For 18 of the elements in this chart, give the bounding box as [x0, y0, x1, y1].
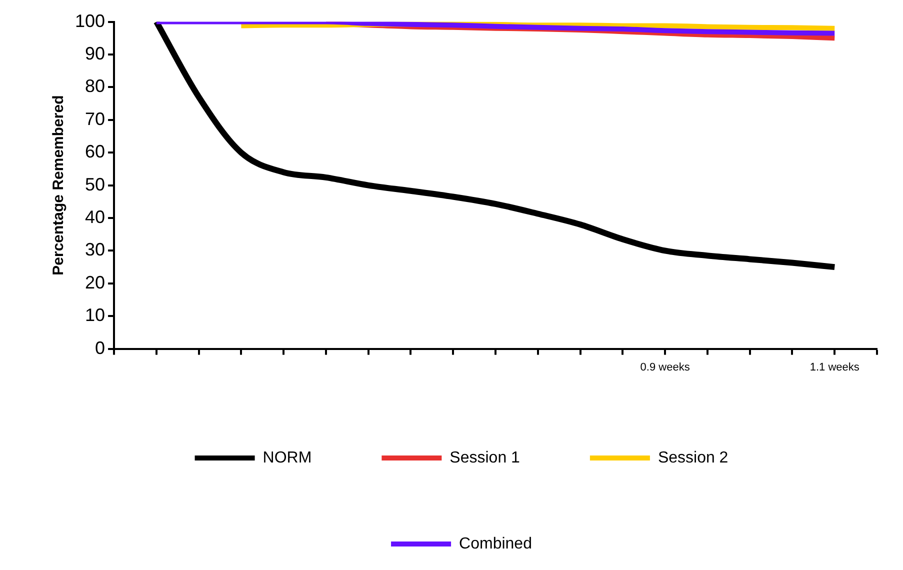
- legend-label: Session 1: [450, 449, 520, 466]
- legend-label: Session 2: [658, 449, 728, 466]
- y-tick-label: 100: [74, 10, 106, 31]
- y-tick-label: 60: [85, 142, 106, 162]
- y-tick-label: 10: [85, 305, 106, 326]
- y-tick-label: 80: [85, 76, 106, 96]
- y-tick-label: 90: [85, 43, 106, 64]
- x-tick-label: 0.9 weeks: [640, 361, 690, 374]
- y-tick-label: 70: [85, 108, 106, 129]
- y-tick-label: 50: [85, 174, 106, 194]
- y-axis-title: Percentage Remembered: [50, 95, 68, 276]
- y-tick-label: 30: [85, 240, 106, 260]
- y-tick-label: 0: [95, 338, 106, 358]
- x-tick-label: 1.1 weeks: [810, 361, 860, 374]
- y-tick-label: 20: [85, 272, 106, 292]
- legend-label: Combined: [459, 535, 532, 552]
- legend-label: NORM: [262, 449, 312, 466]
- y-tick-label: 40: [85, 206, 106, 227]
